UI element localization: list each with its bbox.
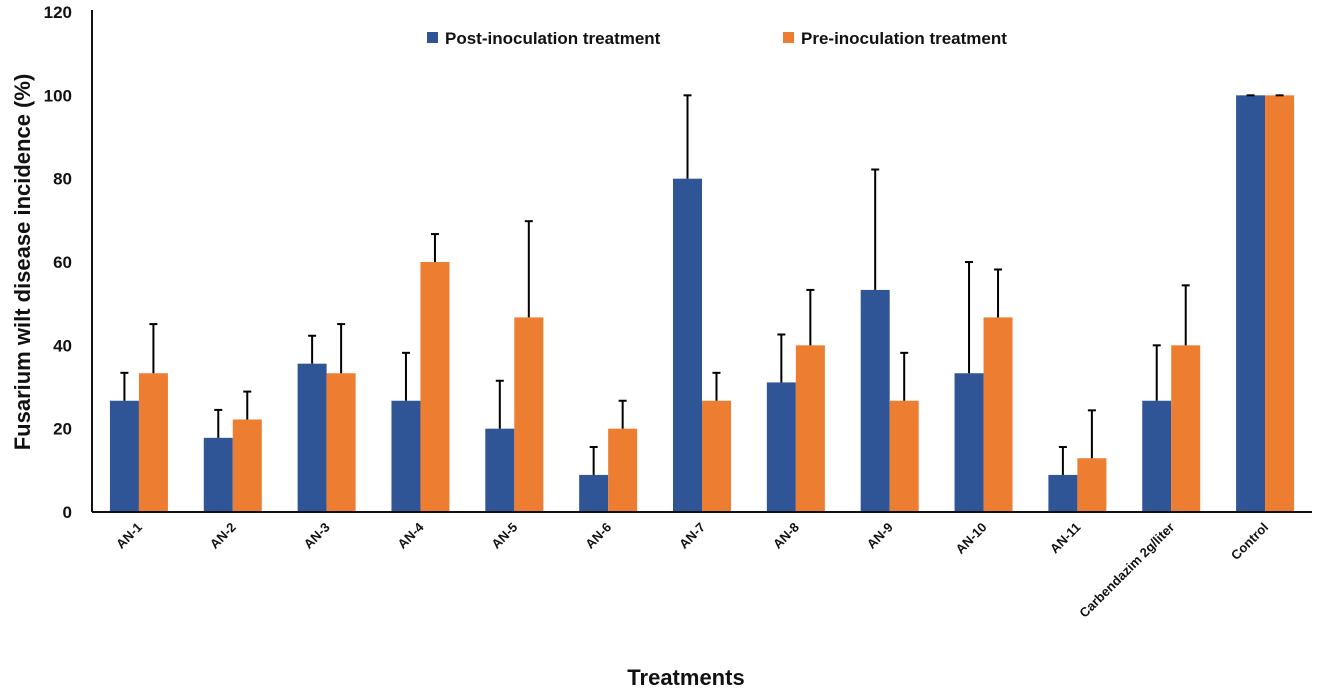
- y-axis-title: Fusarium wilt disease incidence (%): [10, 74, 35, 451]
- x-tick-label: AN-8: [770, 520, 802, 552]
- error-bar: [777, 333, 786, 383]
- bar-post-an-10: [954, 373, 984, 512]
- y-tick-label: 100: [44, 86, 72, 105]
- bar-pre-an-9: [889, 400, 919, 512]
- error-bar: [401, 351, 410, 401]
- x-tick-label: Control: [1228, 520, 1271, 563]
- x-tick-label: AN-2: [207, 520, 239, 552]
- x-tick-label: Carbendazim 2g/liter: [1076, 520, 1177, 621]
- bar-pre-an-1: [138, 373, 168, 512]
- bar-pre-an-6: [608, 428, 638, 512]
- bar-post-an-6: [579, 474, 609, 512]
- y-tick-label: 120: [44, 3, 72, 22]
- bar-post-carbendazim-2g-liter: [1142, 400, 1172, 512]
- bar-pre-control: [1265, 95, 1295, 512]
- x-tick-label: AN-10: [952, 520, 989, 557]
- bar-pre-an-11: [1077, 458, 1107, 512]
- y-tick-label: 0: [63, 503, 72, 522]
- bar-pre-an-5: [514, 317, 544, 512]
- error-bar: [712, 371, 721, 401]
- error-bar: [618, 399, 627, 429]
- bar-pre-an-2: [232, 419, 262, 512]
- x-tick-label: AN-1: [113, 520, 145, 552]
- error-bar: [806, 288, 815, 346]
- x-tick-label: AN-3: [301, 520, 333, 552]
- x-tick-label: AN-6: [582, 520, 614, 552]
- error-bar: [337, 323, 346, 374]
- x-tick-label: AN-5: [488, 520, 520, 552]
- error-bar: [1181, 284, 1190, 346]
- legend-swatch-post: [427, 32, 438, 43]
- error-bar: [524, 220, 533, 318]
- error-bar: [871, 168, 880, 290]
- bar-post-an-4: [391, 400, 421, 512]
- bar-pre-an-3: [326, 373, 356, 512]
- y-tick-label: 20: [53, 420, 72, 439]
- bar-post-control: [1236, 95, 1266, 512]
- x-tick-label: AN-4: [395, 519, 428, 552]
- bar-pre-carbendazim-2g-liter: [1171, 345, 1201, 512]
- bar-post-an-11: [1048, 474, 1078, 512]
- y-tick-label: 60: [53, 253, 72, 272]
- bar-post-an-1: [109, 400, 139, 512]
- error-bar: [683, 94, 692, 179]
- error-bar: [1058, 446, 1067, 475]
- legend-swatch-pre: [783, 32, 794, 43]
- x-tick-labels: AN-1 AN-2 AN-3 AN-4 AN-5 AN-6 AN-7 AN-8 AN-9 AN-1…: [113, 519, 1271, 621]
- legend-label-pre: Pre-inoculation treatment: [801, 29, 1007, 48]
- bar-post-an-7: [673, 178, 702, 512]
- y-tick-label: 80: [53, 170, 72, 189]
- legend: Post-inoculation treatment Pre-inoculati…: [427, 29, 1007, 48]
- error-bar: [495, 379, 504, 429]
- x-tick-label: AN-9: [864, 520, 896, 552]
- bar-pre-an-8: [795, 345, 825, 512]
- y-tick-labels: 0 20 40 60 80 100 120: [44, 3, 72, 522]
- error-bar: [965, 261, 974, 374]
- bar-pre-an-10: [983, 317, 1013, 512]
- x-tick-label: AN-7: [676, 520, 708, 552]
- bar-post-an-2: [203, 437, 233, 512]
- error-bar: [1087, 409, 1096, 459]
- error-bar: [994, 268, 1003, 318]
- x-tick-label: AN-11: [1047, 520, 1084, 557]
- bar-post-an-5: [485, 428, 515, 512]
- error-bar: [214, 408, 223, 438]
- x-axis-title: Treatments: [627, 665, 744, 690]
- error-bar: [589, 446, 598, 475]
- error-bar: [900, 351, 909, 401]
- bar-post-an-3: [297, 363, 327, 512]
- bar-pre-an-7: [702, 400, 731, 512]
- legend-label-post: Post-inoculation treatment: [445, 29, 661, 48]
- bar-post-an-8: [766, 382, 796, 512]
- error-bar: [149, 323, 158, 374]
- error-bar: [120, 371, 129, 401]
- bar-pre-an-4: [420, 262, 450, 512]
- error-bar: [243, 390, 252, 420]
- bar-post-an-9: [860, 289, 890, 512]
- error-bar: [308, 334, 317, 364]
- error-bar: [430, 233, 439, 262]
- bars-layer: [109, 95, 1295, 512]
- y-tick-label: 40: [53, 336, 72, 355]
- error-bar: [1152, 344, 1161, 401]
- error-bars-layer: [120, 94, 1284, 475]
